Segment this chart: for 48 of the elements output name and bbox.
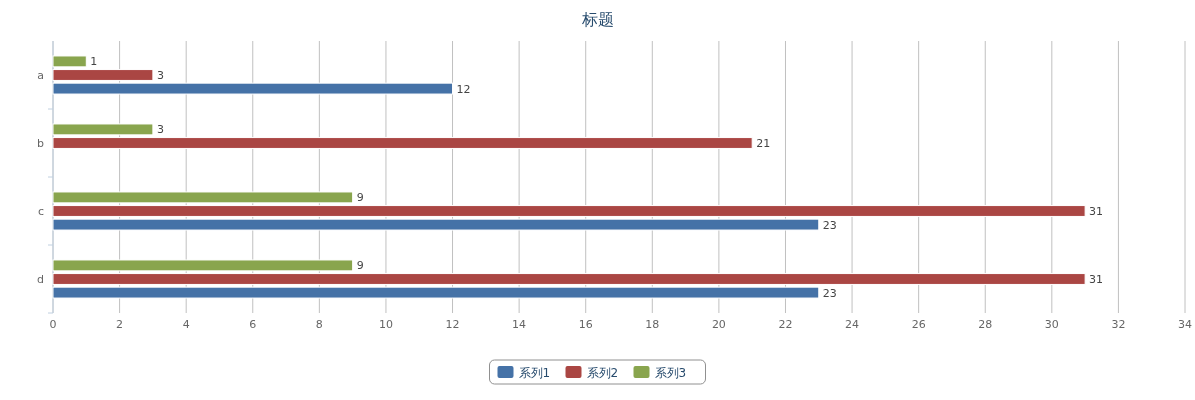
y-tick-label: a [37,69,44,82]
x-tick-label: 0 [49,318,57,331]
x-tick-label: 14 [512,318,527,331]
legend-label: 系列1 [518,365,551,380]
bar [52,137,753,149]
data-label: 9 [356,259,364,273]
data-label: 12 [456,82,471,96]
bar [52,191,354,204]
bar [52,273,1086,285]
bar [52,82,454,95]
bar [52,123,154,136]
data-label: 23 [822,286,837,300]
x-tick-label: 20 [711,318,726,331]
data-label: 3 [156,123,164,137]
x-tick-label: 8 [315,318,323,331]
data-label: 31 [1089,273,1104,286]
x-tick-label: 4 [182,318,190,331]
x-tick-label: 34 [1178,318,1192,331]
y-tick-label: c [37,205,44,218]
data-label: 21 [756,137,771,150]
legend-label: 系列2 [586,365,619,380]
data-label: 23 [822,218,837,232]
x-tick-label: 26 [911,318,926,331]
data-label: 9 [356,191,364,205]
data-label: 3 [156,69,164,82]
bar [52,286,820,299]
x-tick-label: 22 [778,318,793,331]
x-tick-label: 30 [1044,318,1059,331]
bar [52,205,1086,217]
bar [52,259,354,272]
x-tick-label: 24 [845,318,860,331]
y-tick-label: d [37,273,44,286]
bar [52,55,87,68]
x-tick-label: 18 [645,318,660,331]
x-tick-label: 32 [1111,318,1126,331]
bar [52,218,820,231]
data-label: 31 [1089,205,1104,218]
x-tick-label: 28 [978,318,993,331]
legend-label: 系列3 [654,365,687,380]
y-tick-label: b [37,137,45,150]
x-tick-label: 16 [578,318,593,331]
x-tick-label: 12 [445,318,460,331]
chart-title: 标题 [580,10,614,29]
x-tick-label: 10 [378,318,393,331]
x-tick-label: 6 [249,318,257,331]
bar [52,69,154,81]
data-label: 1 [90,55,98,69]
x-tick-label: 2 [116,318,124,331]
